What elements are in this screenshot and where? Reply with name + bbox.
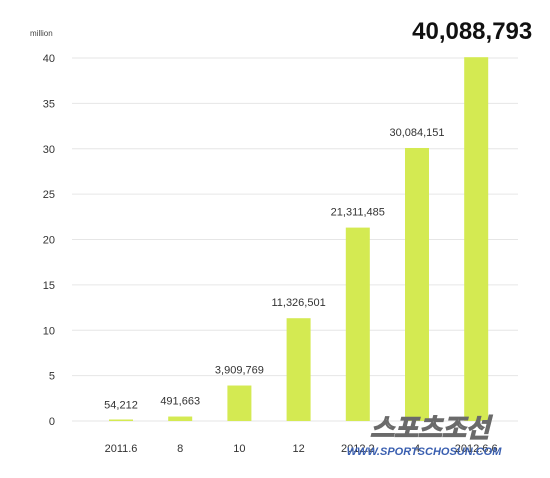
bar bbox=[286, 318, 311, 421]
bar bbox=[109, 419, 133, 421]
data-label: 54,212 bbox=[104, 400, 138, 412]
watermark-logo: 스포츠조선 WWW.SPORTSCHOSUN.COM bbox=[347, 412, 503, 458]
data-label: 3,909,769 bbox=[215, 365, 264, 377]
x-category-label: 2011.6 bbox=[105, 443, 138, 455]
y-tick-label: 10 bbox=[43, 325, 55, 337]
bar bbox=[464, 57, 489, 421]
x-category-label: 2012.6.6 bbox=[455, 443, 498, 455]
x-category-label: 12 bbox=[292, 443, 304, 455]
y-axis-ticks: 0 5 10 15 20 25 30 35 40 bbox=[43, 53, 55, 428]
y-tick-label: 25 bbox=[43, 189, 55, 201]
x-category-label: 10 bbox=[233, 443, 245, 455]
data-label: 11,326,501 bbox=[271, 297, 325, 309]
y-axis-unit-label: million bbox=[30, 29, 53, 38]
y-tick-label: 15 bbox=[43, 280, 55, 292]
bar bbox=[168, 416, 193, 421]
y-tick-label: 30 bbox=[43, 144, 55, 156]
data-label: 491,663 bbox=[160, 396, 200, 408]
y-tick-label: 5 bbox=[49, 371, 55, 383]
data-label: 30,084,151 bbox=[389, 127, 444, 139]
y-tick-label: 40 bbox=[43, 53, 55, 65]
watermark-brand: 스포츠조선 bbox=[370, 413, 493, 443]
x-category-label: 4 bbox=[414, 443, 420, 455]
watermark-url: WWW.SPORTSCHOSUN.COM bbox=[347, 446, 503, 458]
data-labels: 54,212 491,663 3,909,769 11,326,501 21,311,4… bbox=[104, 18, 532, 411]
x-category-label: 8 bbox=[177, 443, 183, 455]
bar bbox=[227, 385, 252, 421]
bar bbox=[345, 227, 370, 421]
y-tick-label: 20 bbox=[43, 235, 55, 247]
y-tick-label: 35 bbox=[43, 98, 55, 110]
data-label: 21,311,485 bbox=[331, 207, 385, 219]
data-label: 40,088,793 bbox=[412, 18, 532, 45]
grid-lines bbox=[72, 57, 518, 422]
x-axis-categories: 2011.6 8 10 12 2012.2 4 2012.6.6 bbox=[105, 443, 498, 455]
bar bbox=[405, 147, 429, 421]
x-category-label: 2012.2 bbox=[341, 443, 375, 455]
y-tick-label: 0 bbox=[49, 416, 55, 428]
bars bbox=[109, 57, 489, 421]
